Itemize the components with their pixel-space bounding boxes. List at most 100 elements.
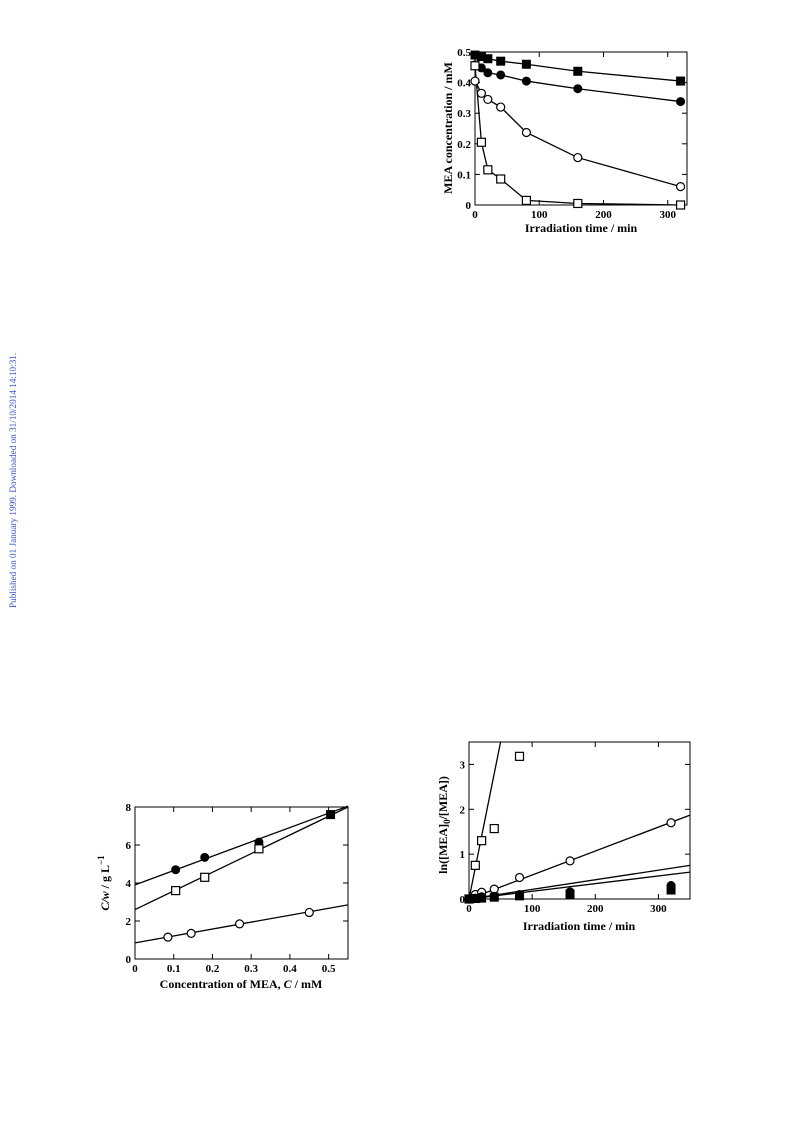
data-point-open-square bbox=[476, 137, 487, 147]
data-point-filled-square bbox=[666, 885, 676, 895]
data-point-open-circle bbox=[666, 818, 676, 828]
data-point-open-square bbox=[496, 174, 506, 184]
y-axis-label-unit: / g L bbox=[98, 865, 112, 889]
y-tick-label: 0 bbox=[466, 200, 472, 212]
data-point-filled-square bbox=[489, 892, 499, 902]
data-point-filled-square bbox=[477, 893, 487, 903]
data-point-filled-square bbox=[573, 66, 583, 76]
data-point-filled-square bbox=[521, 59, 531, 69]
x-axis-label: Concentration of MEA, C / mM bbox=[160, 977, 323, 991]
data-point-filled-square bbox=[496, 56, 506, 66]
series-line bbox=[474, 80, 681, 188]
data-point-open-square bbox=[489, 823, 499, 834]
c-over-w-chart: 0 0.1 0.2 0.3 0.4 0.5 0 2 4 6 8 Concentration of M… bbox=[95, 795, 360, 1000]
y-axis-label: C/w / g L−1 bbox=[96, 855, 112, 911]
x-tick-label: 300 bbox=[659, 209, 676, 221]
mea-concentration-chart: 0 100 200 300 0 0.1 0.2 0.3 0.4 0.5 Irradiation t… bbox=[435, 42, 695, 242]
data-point-open-circle bbox=[565, 856, 575, 866]
x-tick-label: 0.3 bbox=[244, 963, 258, 975]
x-axis-label: Irradiation time / min bbox=[523, 919, 636, 933]
fit-line bbox=[134, 806, 349, 911]
data-point-filled-square bbox=[565, 889, 575, 899]
data-point-open-square bbox=[514, 751, 525, 761]
data-point-open-square bbox=[254, 844, 264, 854]
data-point-filled-circle bbox=[483, 68, 493, 78]
c-over-w-plot: 0 0.1 0.2 0.3 0.4 0.5 0 2 4 6 8 Concentration of M… bbox=[96, 802, 349, 991]
data-point-open-circle bbox=[476, 88, 487, 98]
x-axis-label-unit: / mM bbox=[294, 977, 323, 991]
y-tick-label: 3 bbox=[460, 759, 466, 771]
data-point-open-square bbox=[573, 198, 583, 209]
y-axis-label-rest: /[MEA]) bbox=[436, 776, 450, 820]
x-tick-label: 100 bbox=[531, 209, 548, 221]
x-tick-label: 0.2 bbox=[206, 963, 220, 975]
data-point-open-circle bbox=[163, 932, 173, 942]
y-tick-label: 4 bbox=[126, 878, 132, 890]
data-point-filled-circle bbox=[521, 76, 531, 86]
data-point-open-square bbox=[200, 872, 210, 882]
y-tick-label: 6 bbox=[126, 840, 132, 852]
x-axis-label-var: C bbox=[284, 977, 293, 991]
fit-line bbox=[468, 864, 691, 900]
x-tick-label: 0 bbox=[132, 963, 138, 975]
data-point-open-circle bbox=[483, 94, 493, 105]
data-point-filled-circle bbox=[496, 70, 506, 80]
data-point-open-circle bbox=[573, 152, 583, 163]
y-tick-label: 8 bbox=[126, 802, 132, 814]
x-tick-label: 100 bbox=[524, 903, 541, 915]
data-point-open-square bbox=[521, 195, 531, 206]
x-tick-label: 200 bbox=[595, 209, 612, 221]
download-watermark-text: Published on 01 January 1999. Downloaded… bbox=[8, 353, 18, 608]
fit-line bbox=[134, 805, 349, 886]
x-tick-label: 0.1 bbox=[167, 963, 181, 975]
y-tick-label: 2 bbox=[460, 804, 466, 816]
data-point-open-circle bbox=[234, 919, 245, 929]
y-tick-label: 0.1 bbox=[457, 169, 471, 181]
plot-frame bbox=[468, 741, 691, 900]
y-axis-label: MEA concentration / mM bbox=[441, 62, 455, 194]
x-tick-label: 0.4 bbox=[283, 963, 297, 975]
data-point-open-square bbox=[477, 836, 487, 846]
data-point-open-square bbox=[470, 860, 480, 870]
x-tick-label: 300 bbox=[650, 903, 667, 915]
download-watermark: Published on 01 January 1999. Downloaded… bbox=[2, 340, 22, 610]
data-point-open-circle bbox=[521, 127, 531, 138]
y-tick-label: 1 bbox=[460, 849, 466, 861]
data-point-filled-square bbox=[483, 54, 493, 64]
y-axis-label: ln([MEA]0/[MEA]) bbox=[436, 776, 452, 874]
ln-mea-ratio-chart: 0 100 200 300 0 1 2 3 Irradiation time / min ln… bbox=[430, 735, 700, 945]
data-point-filled-square bbox=[676, 76, 686, 86]
y-tick-label: 0.2 bbox=[457, 139, 471, 151]
data-point-open-square bbox=[483, 165, 493, 175]
fit-line bbox=[468, 871, 691, 900]
ln-mea-ratio-plot: 0 100 200 300 0 1 2 3 Irradiation time / min ln… bbox=[436, 741, 691, 933]
x-axis-label-text: Concentration of MEA, bbox=[160, 977, 281, 991]
data-point-open-square bbox=[675, 200, 686, 210]
y-axis-label-text: ln([MEA] bbox=[436, 824, 450, 874]
y-axis-label-subscript: 0 bbox=[442, 819, 452, 824]
fit-line bbox=[468, 741, 502, 900]
y-axis-label-exponent: −1 bbox=[96, 855, 106, 865]
data-point-open-circle bbox=[496, 102, 506, 112]
data-point-open-circle bbox=[514, 872, 525, 883]
y-tick-label: 0.3 bbox=[457, 108, 471, 120]
y-tick-label: 0.5 bbox=[457, 47, 471, 59]
mea-concentration-plot: 0 100 200 300 0 0.1 0.2 0.3 0.4 0.5 Irradiation t… bbox=[441, 47, 688, 235]
data-point-filled-square bbox=[515, 891, 525, 901]
x-tick-label: 200 bbox=[587, 903, 604, 915]
data-point-open-circle bbox=[186, 928, 196, 938]
data-point-filled-circle bbox=[200, 852, 210, 862]
fit-line bbox=[468, 814, 691, 900]
data-point-filled-square bbox=[326, 810, 336, 820]
data-point-open-circle bbox=[470, 76, 480, 86]
data-point-open-circle bbox=[304, 907, 314, 918]
data-point-filled-circle bbox=[171, 865, 181, 875]
data-point-open-square bbox=[470, 61, 480, 71]
x-tick-label: 0 bbox=[472, 209, 478, 221]
y-tick-label: 0 bbox=[460, 894, 466, 906]
y-tick-label: 2 bbox=[126, 916, 132, 928]
data-point-filled-circle bbox=[676, 97, 686, 107]
x-tick-label: 0.5 bbox=[322, 963, 336, 975]
x-tick-label: 0 bbox=[466, 903, 472, 915]
y-tick-label: 0.4 bbox=[457, 78, 471, 90]
